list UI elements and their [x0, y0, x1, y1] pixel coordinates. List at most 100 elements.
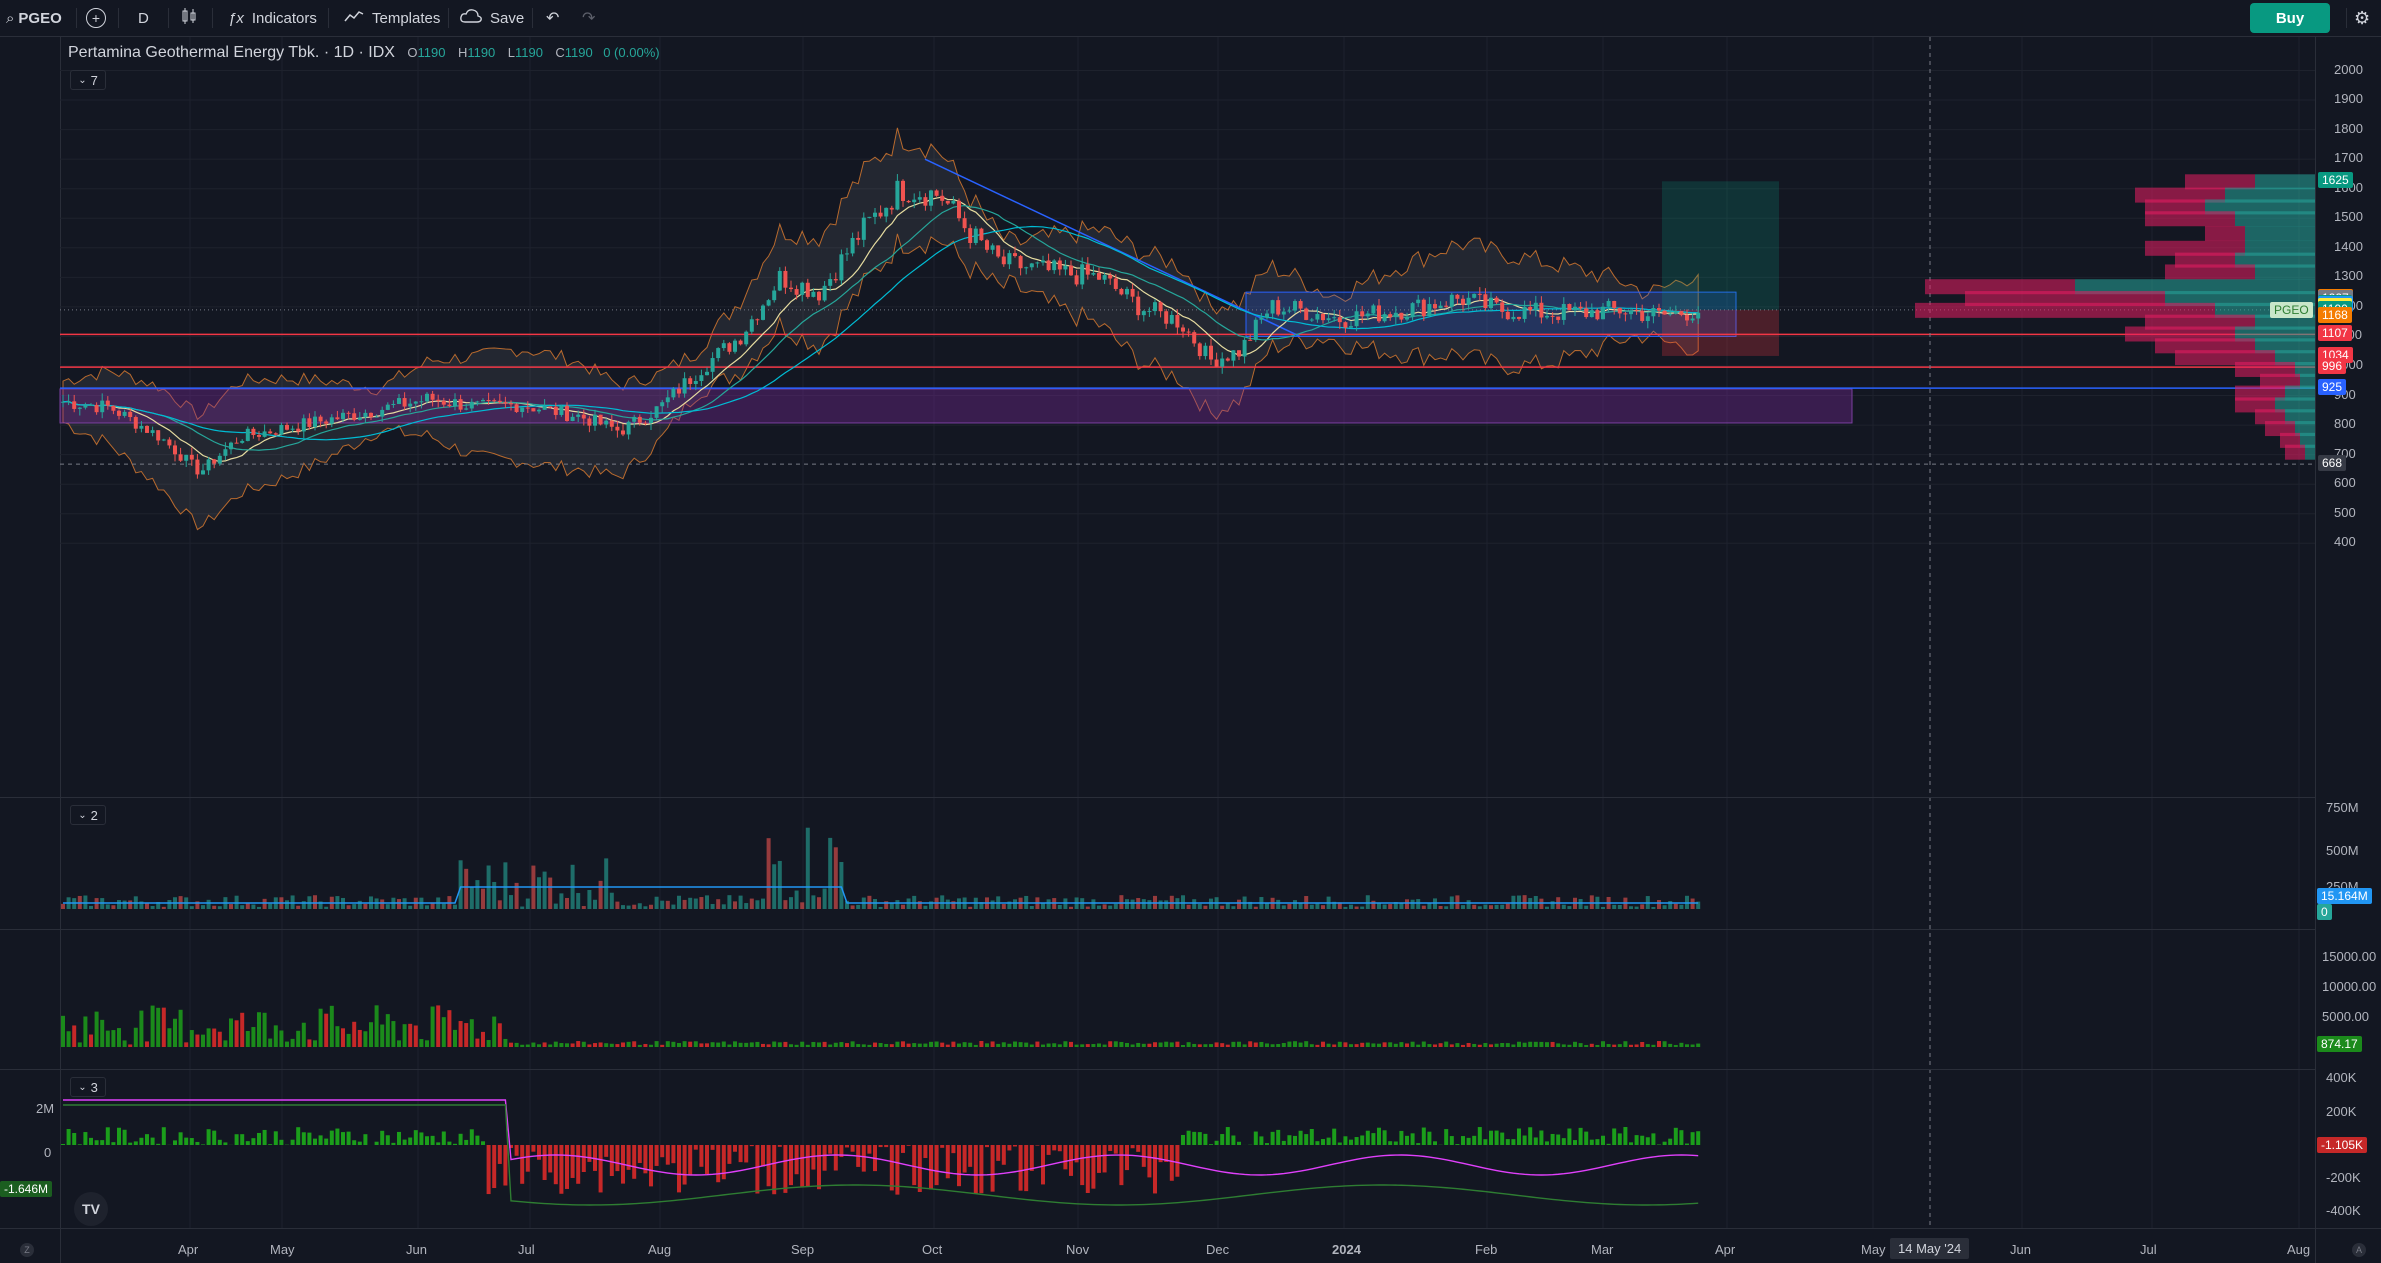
candle-body — [699, 375, 704, 381]
histogram-bar — [1186, 1130, 1191, 1145]
volume-profile-bar — [2235, 326, 2315, 342]
candle-body — [111, 405, 116, 411]
oscillator-bar — [1237, 1041, 1241, 1047]
volume-bar — [671, 904, 676, 909]
time-tick-label: May — [1861, 1242, 1886, 1257]
candle-body — [374, 416, 379, 418]
zoom-icon[interactable]: Z — [20, 1243, 34, 1257]
volume-bar — [1349, 904, 1353, 909]
candle-body — [1326, 318, 1331, 321]
oscillator-bar — [1108, 1041, 1113, 1047]
histogram-bar — [833, 1145, 838, 1171]
volume-bar — [1461, 905, 1465, 909]
oscillator-bar — [503, 1038, 508, 1047]
chevron-down-icon: ⌄ — [78, 1081, 87, 1093]
histogram-bar — [1360, 1135, 1365, 1145]
oscillator-bar — [150, 1005, 155, 1047]
oscillator-bar — [1623, 1041, 1628, 1047]
indicators-collapse-volume[interactable]: ⌄ 2 — [70, 805, 106, 825]
oscillator-bar — [682, 1041, 687, 1047]
price-tick-label: 500 — [2334, 504, 2356, 520]
pane-separator[interactable] — [0, 929, 2315, 930]
price-tick-label: 800 — [2334, 416, 2356, 432]
volume-profile-bar — [2145, 240, 2245, 256]
indicators-button[interactable]: ƒx Indicators — [228, 0, 317, 36]
oscillator-bar — [1405, 1043, 1409, 1047]
settings-button[interactable]: ⚙ — [2354, 0, 2370, 36]
oscillator-bar — [901, 1041, 905, 1047]
price-tag: 1107 — [2318, 325, 2352, 342]
chart-canvas[interactable] — [0, 37, 2315, 1242]
buy-button[interactable]: Buy — [2250, 3, 2330, 33]
histogram-bar — [83, 1132, 88, 1145]
histogram-bar — [1685, 1143, 1689, 1145]
indicators-collapse-main[interactable]: ⌄ 7 — [70, 70, 106, 90]
oscillator-bar — [1472, 1043, 1477, 1047]
oscillator-bar — [805, 1044, 810, 1047]
volume-bar — [206, 899, 211, 909]
volume-bar — [945, 899, 950, 909]
candle-body — [1147, 311, 1152, 313]
price-axis[interactable]: 2000190018001700160015001400130012001100… — [2315, 36, 2381, 1263]
auto-scale-button[interactable]: A — [2352, 1243, 2366, 1257]
histogram-bar — [105, 1127, 110, 1145]
volume-bar — [682, 899, 687, 909]
pane-separator[interactable] — [0, 1069, 2315, 1070]
histogram-bar — [917, 1145, 922, 1193]
volume-bar — [895, 900, 900, 909]
oscillator-bar — [346, 1033, 351, 1047]
candle-body — [313, 416, 317, 427]
save-button[interactable]: Save — [460, 0, 524, 36]
volume-bar — [1041, 902, 1045, 909]
histogram-bar — [1343, 1136, 1348, 1145]
pane-separator[interactable] — [0, 797, 2315, 798]
oscillator-bar — [581, 1041, 586, 1047]
oscillator-bar — [800, 1041, 805, 1047]
oscillator-bar — [1304, 1041, 1309, 1047]
oscillator-bar — [1119, 1041, 1124, 1047]
trend-line[interactable] — [924, 158, 1301, 338]
oscillator-bar — [1662, 1041, 1667, 1047]
oscillator-bar — [1231, 1041, 1236, 1047]
symbol-search[interactable]: ⌕ PGEO — [6, 0, 62, 36]
candle-body — [1265, 313, 1269, 318]
histogram-bar — [1410, 1133, 1415, 1145]
volume-bar — [917, 901, 922, 909]
redo-button[interactable]: ↷ — [582, 0, 595, 36]
candle-body — [1377, 305, 1381, 322]
histogram-bar — [1629, 1142, 1633, 1145]
oscillator-bar — [1410, 1041, 1415, 1047]
histogram-bar — [1645, 1137, 1650, 1145]
indicators-collapse-lower[interactable]: ⌄ 3 — [70, 1077, 106, 1097]
templates-button[interactable]: Templates — [344, 0, 440, 36]
chart-type-button[interactable] — [180, 0, 198, 36]
interval-button[interactable]: D — [138, 0, 149, 36]
histogram-bar — [598, 1145, 603, 1193]
volume-bar — [357, 900, 362, 909]
oscillator-bar — [1573, 1041, 1577, 1047]
candle-body — [1253, 319, 1258, 340]
histogram-bar — [301, 1132, 306, 1145]
lower-left-tick: 2M — [36, 1101, 55, 1116]
undo-button[interactable]: ↶ — [546, 0, 559, 36]
oscillator-bar — [1220, 1043, 1225, 1047]
volume-bar — [89, 905, 93, 909]
histogram-bar — [145, 1134, 149, 1145]
volume-bar — [626, 905, 631, 909]
histogram-bar — [1057, 1145, 1062, 1152]
candle-body — [245, 428, 250, 441]
compare-button[interactable]: + — [86, 0, 106, 36]
histogram-bar — [1545, 1141, 1549, 1145]
time-tick-label: Feb — [1475, 1242, 1498, 1257]
candle-body — [990, 245, 995, 250]
volume-bar — [150, 905, 155, 909]
tradingview-logo[interactable]: TV — [74, 1192, 108, 1226]
oscillator-bar — [721, 1041, 726, 1047]
oscillator-bar — [749, 1042, 754, 1047]
oscillator-bar — [1365, 1042, 1370, 1047]
oscillator-bar — [878, 1043, 883, 1047]
volume-bar — [1640, 904, 1645, 909]
histogram-bar — [649, 1145, 653, 1187]
volume-bar — [1696, 901, 1701, 909]
volume-bar — [1578, 899, 1583, 909]
